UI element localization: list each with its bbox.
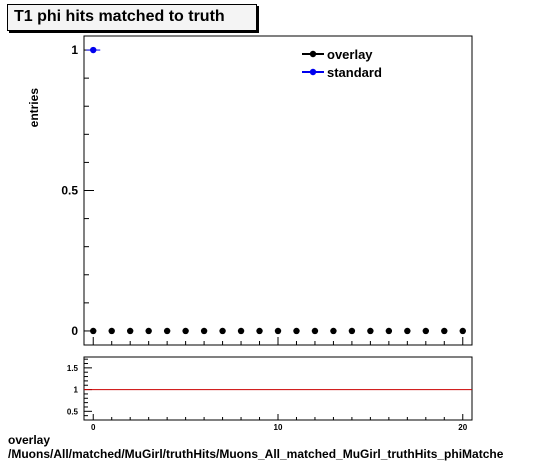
- title-box: T1 phi hits matched to truth: [7, 4, 257, 31]
- ratio-frame: [83, 356, 473, 421]
- overlay-point: [385, 327, 393, 335]
- overlay-point: [330, 327, 337, 335]
- overlay-point: [311, 327, 319, 335]
- overlay-point: [219, 327, 226, 335]
- legend-marker: [309, 68, 317, 76]
- overlay-point: [182, 327, 189, 335]
- overlay-point: [256, 327, 263, 335]
- overlay-point: [237, 327, 245, 335]
- plot-frame: [83, 35, 473, 346]
- footer-path: /Muons/All/matched/MuGirl/truthHits/Muon…: [8, 447, 504, 461]
- legend-label-overlay: overlay: [327, 47, 373, 62]
- overlay-point: [293, 327, 300, 335]
- overlay-point: [163, 327, 171, 335]
- standard-point: [90, 46, 97, 54]
- overlay-point: [90, 327, 97, 335]
- ratio-y-tick-label: 0.5: [67, 407, 79, 416]
- ratio-x-tick-label: 10: [274, 423, 283, 432]
- ratio-y-tick-label: 1: [74, 386, 79, 395]
- ratio-plot: 0.5 1 1.5 0 10 20: [67, 356, 473, 432]
- overlay-point: [108, 327, 115, 335]
- ratio-x-tick-label: 20: [458, 423, 467, 432]
- legend-label-standard: standard: [327, 65, 382, 80]
- ratio-x-tick-label: 0: [91, 423, 96, 432]
- overlay-point: [348, 327, 356, 335]
- overlay-point: [422, 327, 430, 335]
- overlay-point: [459, 327, 466, 335]
- footer-label: overlay: [8, 433, 51, 447]
- overlay-point: [441, 327, 448, 335]
- overlay-point: [404, 327, 411, 335]
- overlay-point: [200, 327, 208, 335]
- overlay-point: [145, 327, 152, 335]
- ratio-y-tick-label: 1.5: [67, 364, 79, 373]
- chart-title: T1 phi hits matched to truth: [14, 8, 225, 25]
- legend-marker: [309, 50, 317, 58]
- overlay-point: [367, 327, 374, 335]
- y-tick-label: 0.5: [61, 184, 78, 198]
- y-tick-label: 1: [71, 43, 78, 57]
- overlay-point: [126, 327, 134, 335]
- y-tick-label: 0: [71, 324, 78, 338]
- main-plot: 0 0.5 1 entries overlay standard: [27, 35, 473, 346]
- y-axis-label: entries: [27, 88, 41, 128]
- overlay-point: [274, 327, 282, 335]
